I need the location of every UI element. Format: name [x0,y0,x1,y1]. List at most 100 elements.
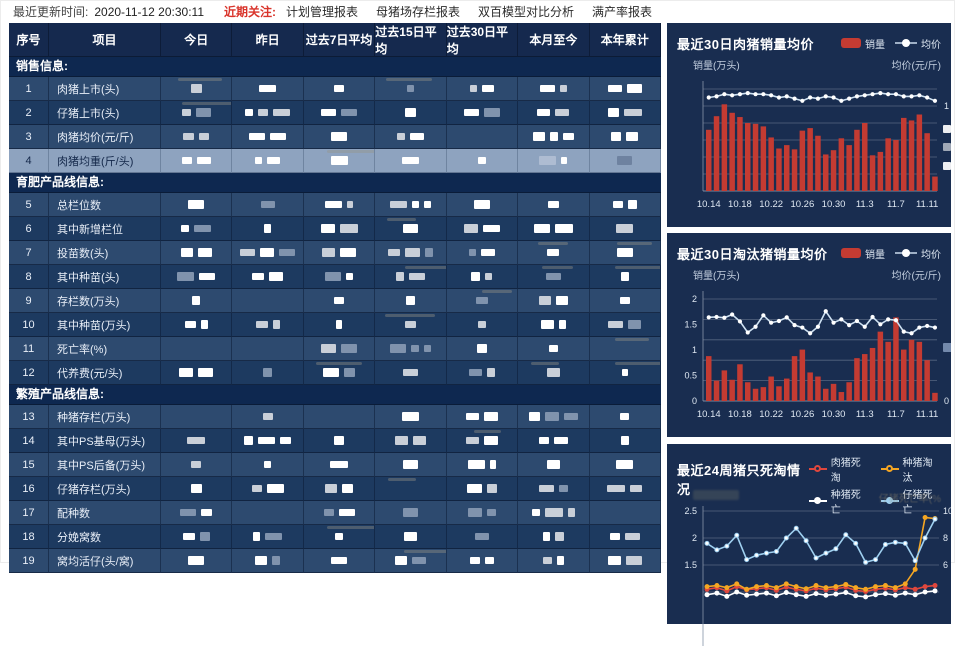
row-number: 13 [9,405,49,429]
legend-label: 仔猪死亡 [902,490,933,516]
table-row-2[interactable]: 2 仔猪上市(头) [9,101,661,125]
chart-panel-mortality: 最近24周猪只死淘情况 肉猪死淘 种猪淘汰 种猪死亡 仔猪死亡 仔猪死亡率(% 2.5… [667,444,951,646]
nav-link-1[interactable]: 计划管理报表 [286,5,359,19]
redacted-value-cell [375,101,447,125]
legend-item-2[interactable]: 种猪死亡 [809,486,869,516]
legend-label: 种猪淘汰 [902,458,933,484]
svg-text:6: 6 [943,560,948,570]
nav-link-2[interactable]: 母猪场存栏报表 [376,5,461,19]
svg-text:10.30: 10.30 [822,199,846,210]
table-row-12[interactable]: 12 代养费(元/头) [9,361,661,385]
row-item-label: 窝均活仔(头/窝) [49,549,161,573]
redacted-value-cell [589,429,661,453]
table-row-13[interactable]: 13 种猪存栏(万头) [9,405,661,429]
legend-line-dot-icon [809,496,827,506]
redacted-value-cell [446,477,519,501]
redacted-value-cell [161,313,233,337]
redacted-value-cell [303,549,376,573]
legend-item-avg-price[interactable]: 均价 [895,246,941,261]
redacted-value-cell [303,265,376,289]
svg-text:1: 1 [944,101,949,111]
row-item-label: 种猪存栏(万头) [49,405,161,429]
row-number: 1 [9,77,49,101]
redacted-value-cell [303,313,376,337]
redacted-value-cell [518,361,590,385]
table-row-10[interactable]: 10 其中种苗(万头) [9,313,661,337]
redacted-value-cell [303,149,376,173]
redacted-value-cell [589,101,661,125]
redacted-value-cell [518,289,590,313]
table-row-5[interactable]: 5 总栏位数 [9,193,661,217]
redacted-value-cell [161,217,233,241]
svg-text:10.18: 10.18 [728,199,752,210]
svg-text:11.11: 11.11 [916,199,938,210]
redacted-value-cell [303,241,376,265]
redacted-value-cell [446,501,519,525]
weekly-mortality-chart: 2.5 2 1.5 10 8 6 [684,506,951,646]
nav-link-4[interactable]: 满产率报表 [592,5,653,19]
legend-item-1[interactable]: 肉猪死淘 [809,454,869,484]
redacted-value-cell [303,429,376,453]
legend-item-4[interactable]: 仔猪死亡 [881,486,941,516]
redacted-value-cell [518,193,590,217]
table-row-14[interactable]: 14 其中PS基母(万头) [9,429,661,453]
y-axis-label-left: 销量(万头) [693,61,740,72]
redacted-value-cell [303,525,376,549]
redacted-value-cell [375,149,447,173]
redacted-value-cell [232,429,304,453]
table-row-7[interactable]: 7 投苗数(头) [9,241,661,265]
legend-item-sales-volume[interactable]: 销量 [841,36,885,51]
redacted-value-cell [518,101,590,125]
table-row-3[interactable]: 3 肉猪均价(元/斤) [9,125,661,149]
legend-item-sales-volume[interactable]: 销量 [841,246,885,261]
redacted-value-cell [232,525,304,549]
redacted-value-cell [518,501,590,525]
redacted-value-cell [303,337,376,361]
table-row-17[interactable]: 17 配种数 [9,501,661,525]
redacted-value-cell [518,217,590,241]
y-axis-label-right: 均价(元/斤) [891,271,941,282]
redacted-value-cell [303,477,376,501]
redacted-value-cell [589,405,661,429]
table-row-8[interactable]: 8 其中种苗(头) [9,265,661,289]
redacted-value-cell [589,501,661,525]
table-row-6[interactable]: 6 其中新增栏位 [9,217,661,241]
table-row-19[interactable]: 19 窝均活仔(头/窝) [9,549,661,573]
legend-line-dot-icon [881,496,899,506]
redacted-value-cell [232,477,304,501]
redacted-value-cell [232,241,304,265]
redacted-value-cell [518,77,590,101]
redacted-value-cell [161,101,233,125]
redacted-value-cell [232,149,304,173]
table-row-11[interactable]: 11 死亡率(%) [9,337,661,361]
redacted-value-cell [303,217,376,241]
redacted-value-cell [375,265,447,289]
legend-item-3[interactable]: 种猪淘汰 [881,454,941,484]
redacted-value-cell [375,429,447,453]
svg-text:10.26: 10.26 [790,409,814,420]
table-row-18[interactable]: 18 分娩窝数 [9,525,661,549]
row-item-label: 分娩窝数 [49,525,161,549]
redacted-value-cell [303,453,376,477]
table-row-1[interactable]: 1 肉猪上市(头) [9,77,661,101]
redacted-value-cell [161,265,233,289]
legend-item-avg-price[interactable]: 均价 [895,36,941,51]
table-row-16[interactable]: 16 仔猪存栏(万头) [9,477,661,501]
table-row-4[interactable]: 4 肉猪均重(斤/头) [9,149,661,173]
redacted-value-cell [232,289,304,313]
redacted-value-cell [232,549,304,573]
nav-link-3[interactable]: 双百模型对比分析 [478,5,575,19]
legend-swatch-icon [841,38,861,48]
legend-line-dot-icon [809,464,827,474]
table-row-9[interactable]: 9 存栏数(万头) [9,289,661,313]
redacted-value-cell [232,125,304,149]
redacted-value-cell [446,77,519,101]
recent-focus-label: 近期关注: [224,5,276,19]
row-item-label: 投苗数(头) [49,241,161,265]
redacted-value-cell [232,453,304,477]
row-number: 17 [9,501,49,525]
redacted-value-cell [375,501,447,525]
svg-text:8: 8 [943,533,948,543]
table-row-15[interactable]: 15 其中PS后备(万头) [9,453,661,477]
legend-line-dot-icon [881,464,899,474]
